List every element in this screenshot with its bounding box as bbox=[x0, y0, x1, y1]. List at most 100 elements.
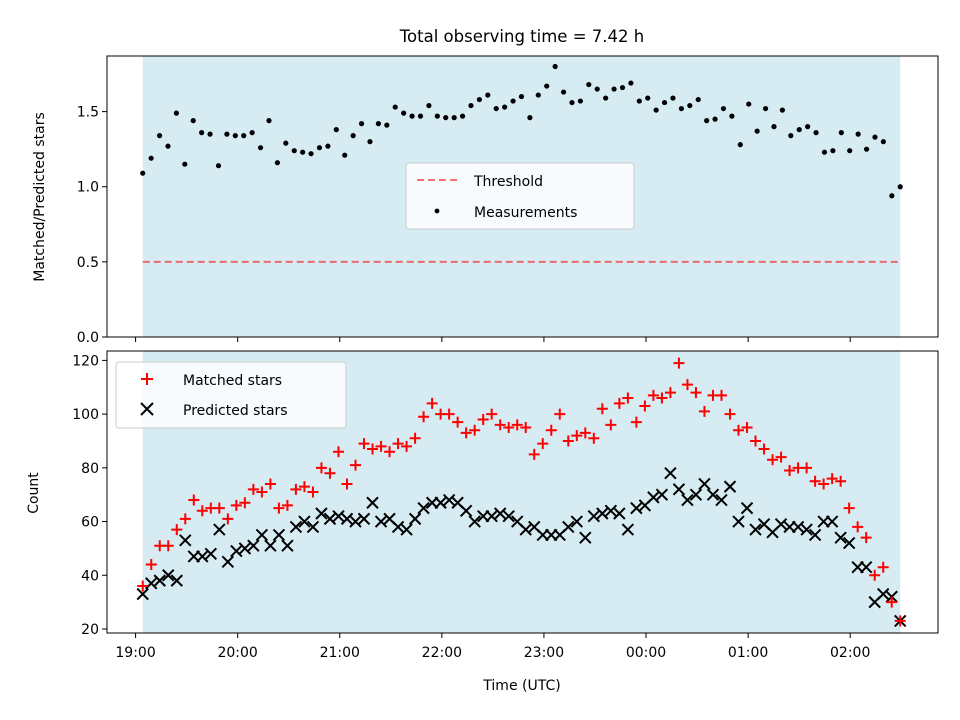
bottom-ytick-label: 120 bbox=[72, 353, 99, 369]
measurement-point bbox=[670, 95, 676, 101]
matched-star-point bbox=[622, 392, 634, 404]
predicted-star-point bbox=[876, 587, 890, 601]
measurement-point bbox=[830, 148, 836, 154]
predicted-star-point bbox=[298, 515, 311, 528]
predicted-star-point bbox=[485, 509, 498, 523]
matched-star-point bbox=[358, 438, 370, 450]
matched-star-point bbox=[273, 502, 285, 514]
measurement-point bbox=[434, 113, 440, 119]
predicted-star-point bbox=[459, 504, 473, 518]
legend-measurements-swatch bbox=[434, 208, 440, 214]
matched-star-point bbox=[852, 521, 864, 533]
matched-star-point bbox=[767, 454, 779, 466]
top-ytick-label: 0.5 bbox=[77, 255, 99, 271]
predicted-star-point bbox=[774, 518, 788, 531]
measurement-point bbox=[535, 92, 541, 98]
top-plot-frame bbox=[106, 55, 939, 338]
predicted-star-point bbox=[808, 528, 822, 542]
predicted-star-point bbox=[230, 544, 243, 558]
measurement-point bbox=[249, 130, 255, 136]
measurement-point bbox=[636, 98, 642, 104]
measurement-point bbox=[426, 102, 432, 109]
matched-star-point bbox=[426, 397, 438, 409]
measurement-point bbox=[796, 127, 802, 133]
predicted-star-point bbox=[732, 515, 745, 528]
bottom-y-axis-label: Count bbox=[26, 472, 42, 514]
matched-star-point bbox=[681, 379, 693, 391]
matched-star-point bbox=[494, 419, 506, 431]
legend-matched-swatch bbox=[141, 373, 153, 385]
x-axis-label: Time (UTC) bbox=[482, 678, 560, 694]
measurement-point bbox=[569, 99, 575, 106]
measurement-point bbox=[232, 133, 238, 139]
matched-star-point bbox=[894, 615, 906, 627]
matched-star-point bbox=[171, 524, 183, 536]
matched-star-point bbox=[503, 422, 515, 434]
predicted-star-point bbox=[349, 515, 362, 528]
measurement-point bbox=[207, 131, 213, 137]
predicted-star-point bbox=[323, 512, 337, 526]
predicted-star-point bbox=[672, 483, 686, 496]
matched-star-point bbox=[290, 483, 302, 495]
predicted-star-point bbox=[613, 507, 626, 520]
predicted-star-point bbox=[630, 501, 643, 515]
predicted-star-point bbox=[749, 523, 762, 536]
matched-star-point bbox=[511, 419, 523, 431]
matched-star-point bbox=[392, 438, 404, 450]
measurement-point bbox=[872, 134, 878, 140]
matched-star-point bbox=[375, 440, 387, 452]
top-ytick-label: 0.0 bbox=[77, 330, 99, 346]
matched-star-point bbox=[298, 481, 310, 493]
measurement-point bbox=[729, 113, 735, 119]
bottom-xtick-label: 00:00 bbox=[626, 645, 666, 661]
top-panel: 0.0 0.5 1.0 1.5 Matched/Predicted stars Thr… bbox=[32, 55, 939, 346]
matched-star-point bbox=[264, 478, 276, 490]
predicted-star-point bbox=[281, 539, 294, 552]
measurement-point bbox=[476, 96, 482, 103]
predicted-star-point bbox=[715, 493, 728, 507]
measurement-point bbox=[762, 105, 769, 112]
predicted-star-point bbox=[306, 520, 320, 534]
matched-star-point bbox=[656, 392, 668, 404]
predicted-star-point bbox=[340, 512, 354, 526]
measurement-point bbox=[485, 92, 491, 98]
matched-star-point bbox=[315, 462, 327, 474]
measurement-point bbox=[266, 118, 272, 124]
measurement-point bbox=[544, 83, 550, 89]
matched-star-point bbox=[230, 499, 242, 511]
top-ytick-label: 1.0 bbox=[77, 180, 99, 196]
measurement-point bbox=[687, 102, 693, 109]
measurement-point bbox=[577, 98, 583, 104]
measurement-point bbox=[199, 130, 205, 136]
chart-title: Total observing time = 7.42 h bbox=[399, 27, 644, 46]
predicted-star-point bbox=[859, 560, 873, 574]
matched-star-point bbox=[367, 443, 379, 455]
predicted-star-point bbox=[170, 574, 183, 587]
matched-star-point bbox=[409, 432, 421, 444]
measurement-point bbox=[502, 104, 508, 110]
bottom-xtick-label: 01:00 bbox=[728, 645, 768, 661]
bottom-ytick-label: 40 bbox=[81, 568, 99, 584]
predicted-star-point bbox=[740, 501, 754, 515]
predicted-star-point bbox=[647, 491, 660, 504]
bottom-legend-box bbox=[115, 361, 347, 429]
matched-star-point bbox=[350, 459, 362, 471]
measurement-point bbox=[173, 110, 179, 116]
bottom-xtick-label: 19:00 bbox=[115, 645, 155, 661]
top-legend-box bbox=[405, 162, 635, 230]
predicted-star-point bbox=[408, 512, 422, 526]
predicted-star-point bbox=[221, 555, 235, 569]
bottom-ytick-label: 20 bbox=[81, 622, 99, 638]
matched-star-point bbox=[239, 497, 251, 509]
matched-star-point bbox=[733, 424, 745, 436]
predicted-star-point bbox=[255, 528, 269, 542]
predicted-star-point bbox=[272, 528, 286, 542]
measurement-point bbox=[704, 118, 710, 124]
predicted-star-point bbox=[842, 536, 856, 550]
matched-star-point bbox=[460, 427, 472, 439]
predicted-star-point bbox=[153, 574, 166, 587]
matched-star-point bbox=[281, 499, 293, 511]
matched-star-point bbox=[843, 502, 855, 514]
matched-star-point bbox=[332, 446, 344, 458]
predicted-star-point bbox=[315, 507, 328, 520]
